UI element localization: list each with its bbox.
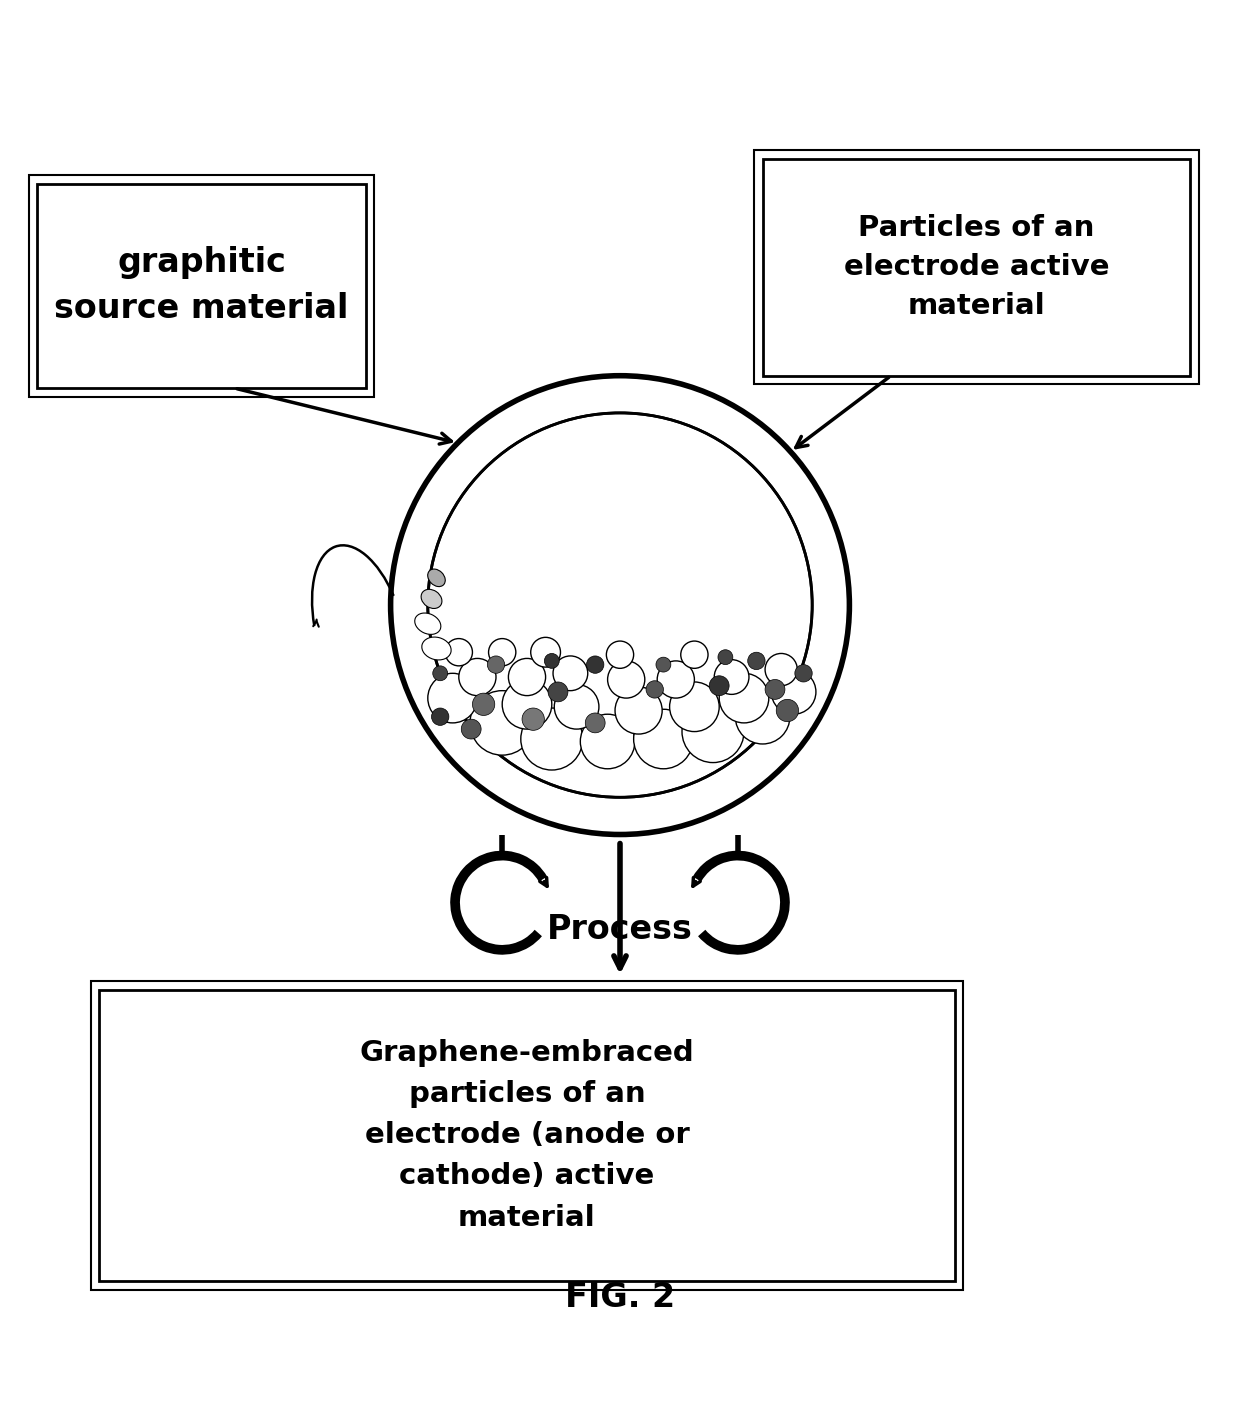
FancyBboxPatch shape: [754, 151, 1199, 384]
Circle shape: [657, 661, 694, 698]
Text: graphitic
source material: graphitic source material: [55, 246, 348, 325]
Circle shape: [428, 674, 477, 723]
Circle shape: [670, 682, 719, 732]
Text: Particles of an
electrode active
material: Particles of an electrode active materia…: [843, 215, 1110, 320]
Circle shape: [709, 676, 729, 696]
Circle shape: [459, 658, 496, 696]
Circle shape: [521, 708, 583, 770]
Circle shape: [795, 665, 812, 682]
FancyBboxPatch shape: [29, 175, 374, 396]
Circle shape: [548, 682, 568, 702]
Ellipse shape: [428, 568, 445, 587]
Circle shape: [608, 661, 645, 698]
Text: Process: Process: [547, 914, 693, 946]
Ellipse shape: [422, 637, 451, 659]
Circle shape: [585, 713, 605, 733]
Circle shape: [748, 652, 765, 669]
Circle shape: [580, 715, 635, 769]
Circle shape: [502, 679, 552, 729]
Circle shape: [531, 638, 560, 666]
FancyBboxPatch shape: [763, 159, 1190, 375]
Circle shape: [615, 686, 662, 735]
Circle shape: [682, 701, 744, 763]
Ellipse shape: [414, 612, 441, 634]
Circle shape: [634, 709, 693, 769]
Circle shape: [765, 654, 797, 686]
Text: Graphene-embraced
particles of an
electrode (anode or
cathode) active
material: Graphene-embraced particles of an electr…: [360, 1039, 694, 1232]
Circle shape: [656, 657, 671, 672]
Circle shape: [681, 641, 708, 668]
Circle shape: [445, 638, 472, 666]
Circle shape: [461, 719, 481, 739]
Circle shape: [508, 658, 546, 696]
Circle shape: [433, 666, 448, 681]
Circle shape: [554, 685, 599, 729]
Circle shape: [489, 638, 516, 666]
Circle shape: [606, 641, 634, 668]
Circle shape: [776, 699, 799, 722]
Circle shape: [391, 375, 849, 834]
Ellipse shape: [422, 590, 441, 608]
Circle shape: [487, 657, 505, 674]
Circle shape: [718, 649, 733, 665]
FancyBboxPatch shape: [91, 980, 963, 1290]
Circle shape: [522, 708, 544, 730]
Circle shape: [553, 657, 588, 691]
FancyBboxPatch shape: [37, 183, 366, 388]
Text: FIG. 2: FIG. 2: [565, 1282, 675, 1314]
FancyBboxPatch shape: [99, 989, 955, 1280]
Circle shape: [771, 669, 816, 715]
Circle shape: [587, 657, 604, 674]
Circle shape: [714, 659, 749, 695]
Circle shape: [470, 691, 534, 755]
Circle shape: [646, 681, 663, 698]
Circle shape: [432, 708, 449, 725]
Circle shape: [428, 414, 812, 797]
Circle shape: [719, 674, 769, 723]
Circle shape: [765, 679, 785, 699]
Circle shape: [544, 654, 559, 668]
Circle shape: [472, 693, 495, 715]
Circle shape: [735, 689, 790, 745]
